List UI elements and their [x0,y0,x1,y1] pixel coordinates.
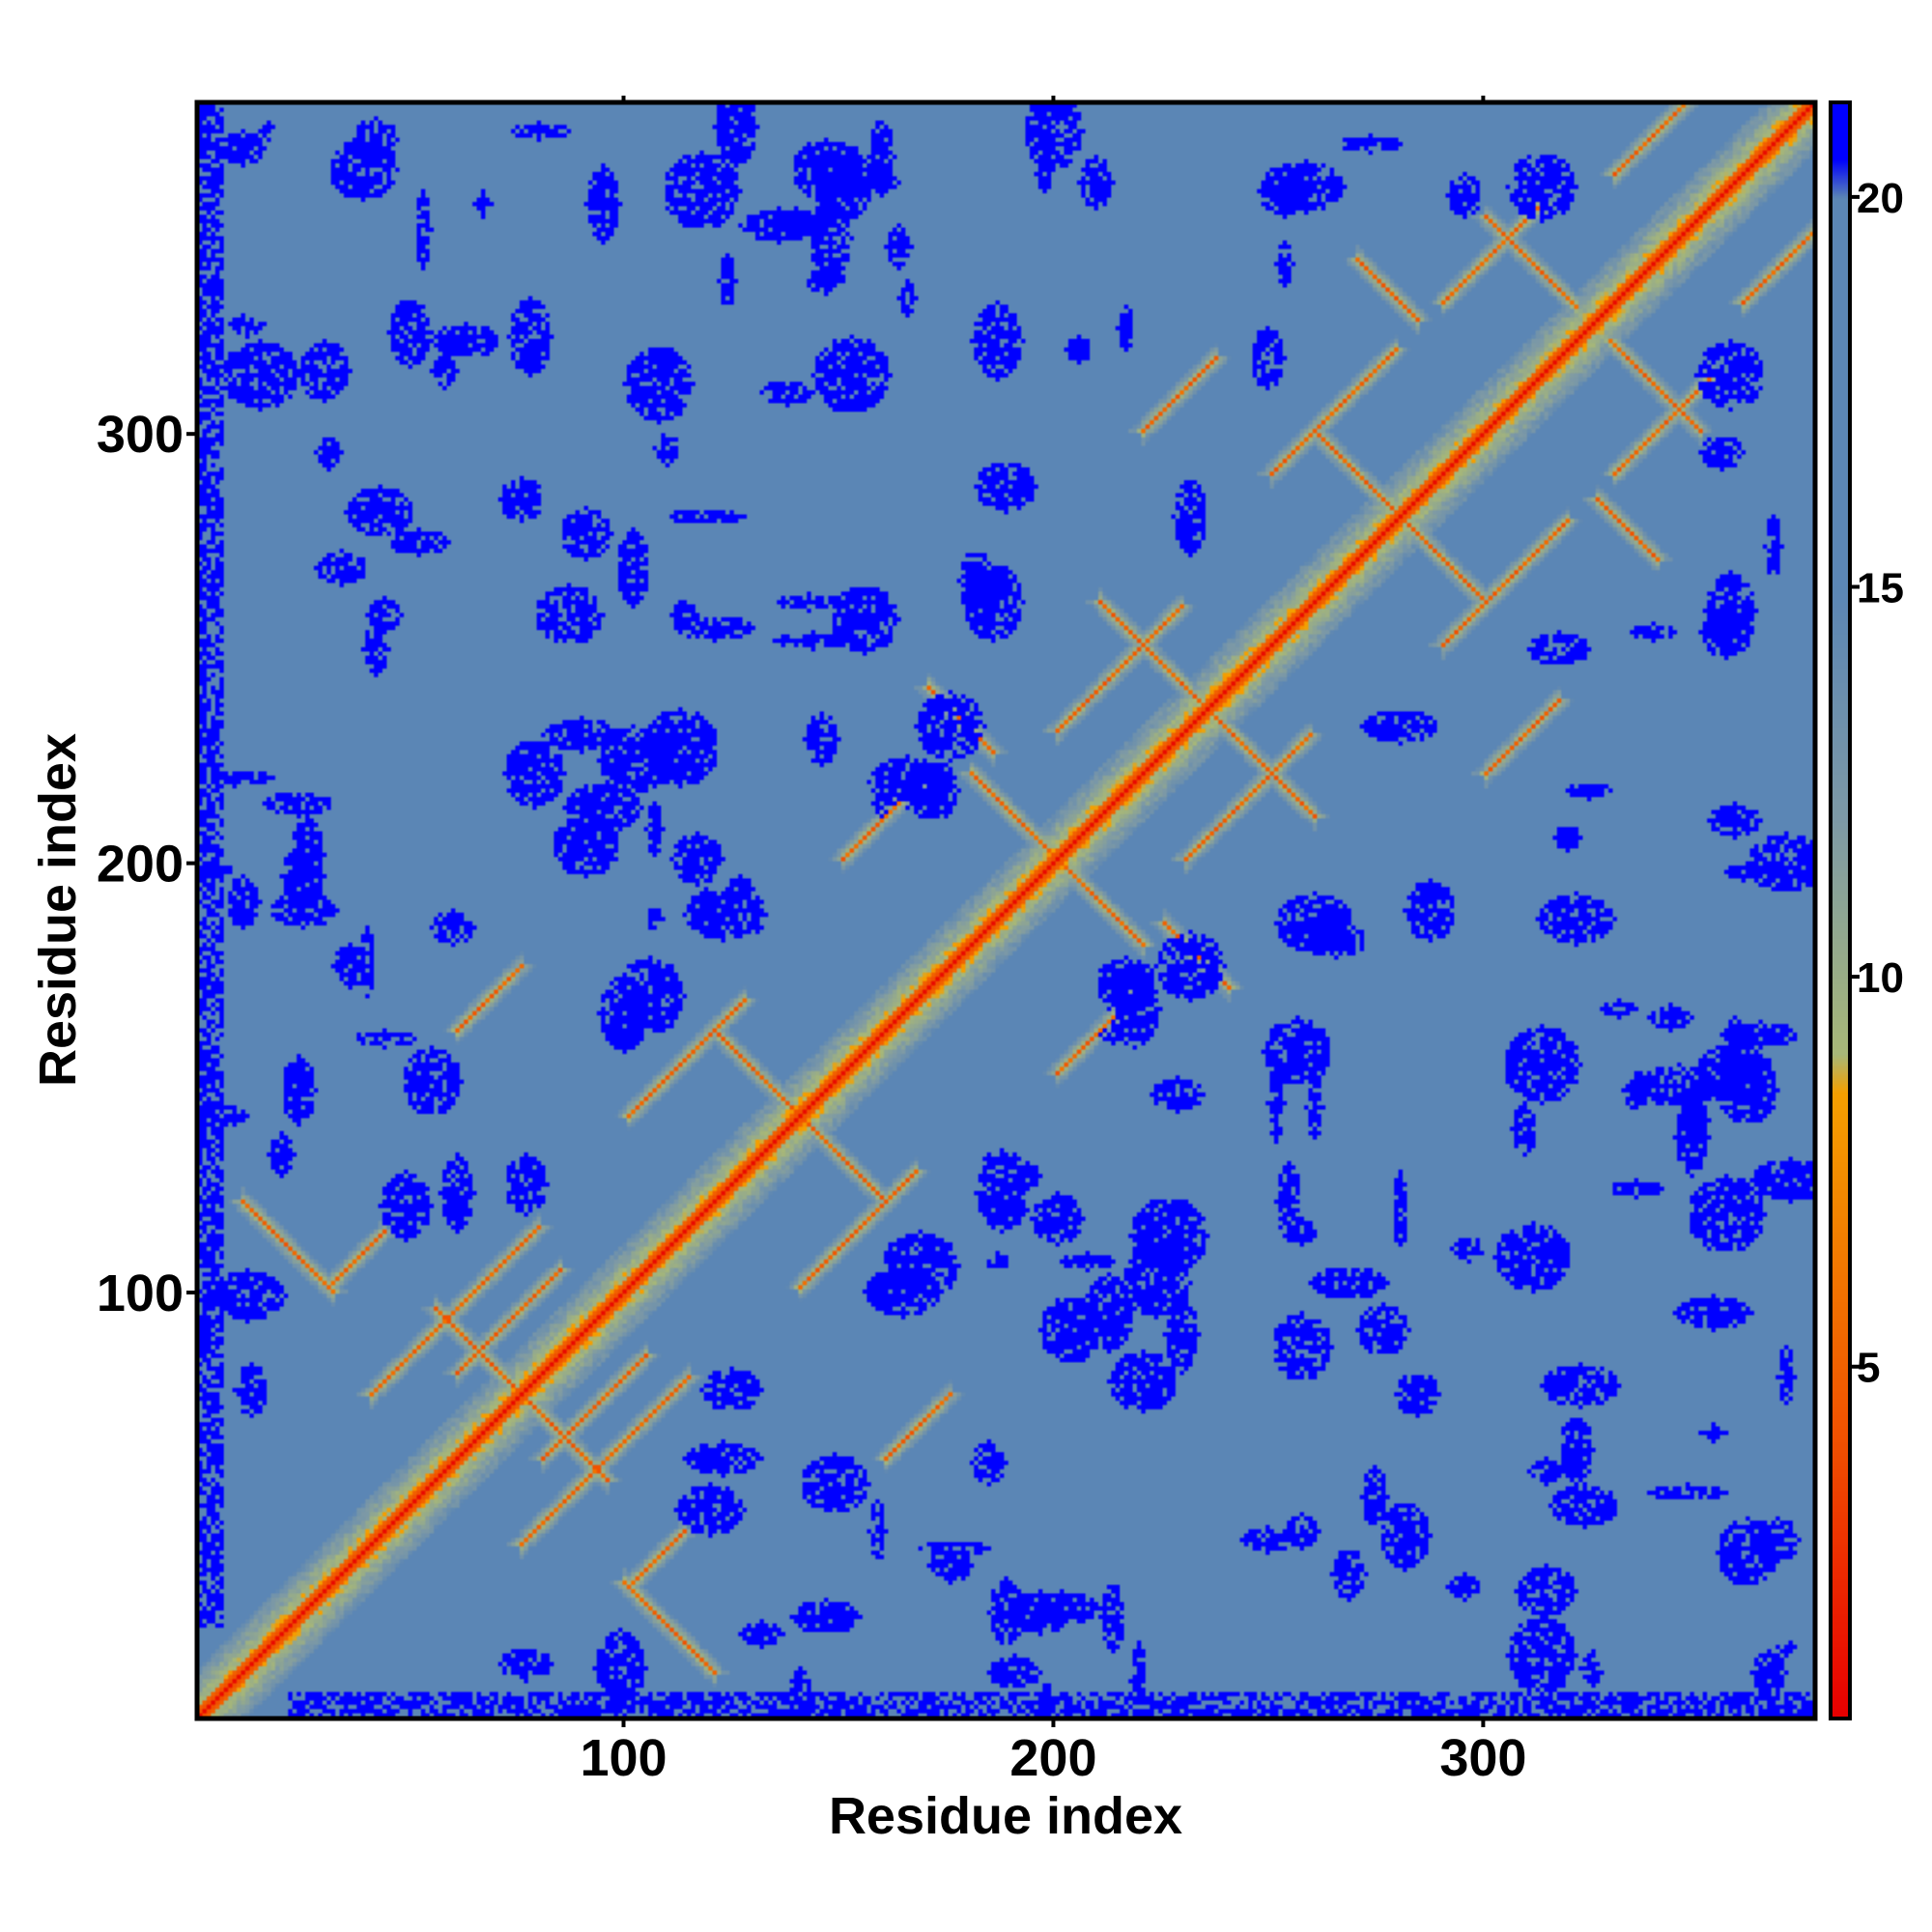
x-tick-label: 200 [1009,1729,1096,1787]
colorbar-tick-label: 20 [1857,175,1904,222]
y-axis-label: Residue index [29,733,87,1087]
x-axis-label: Residue index [829,1787,1182,1845]
colorbar-ticks: 5 10 15 20 [1850,175,1904,1392]
distance-heatmap [198,103,1814,1718]
y-tick-label: 100 [97,1264,184,1322]
y-tick-label: 200 [97,836,184,894]
x-axis-ticks: 100 200 300 [580,96,1526,1787]
colorbar-gradient [1833,103,1849,1718]
y-tick-label: 300 [97,406,184,464]
x-tick-label: 300 [1439,1729,1526,1787]
y-axis-ticks: 100 200 300 [97,406,198,1322]
colorbar-tick-label: 15 [1857,564,1904,611]
colorbar-tick-label: 5 [1857,1345,1880,1392]
colorbar-frame [1829,100,1852,1720]
plot-frame [194,99,1818,1721]
x-tick-label: 100 [580,1729,667,1787]
colorbar-tick-label: 10 [1857,954,1904,1002]
